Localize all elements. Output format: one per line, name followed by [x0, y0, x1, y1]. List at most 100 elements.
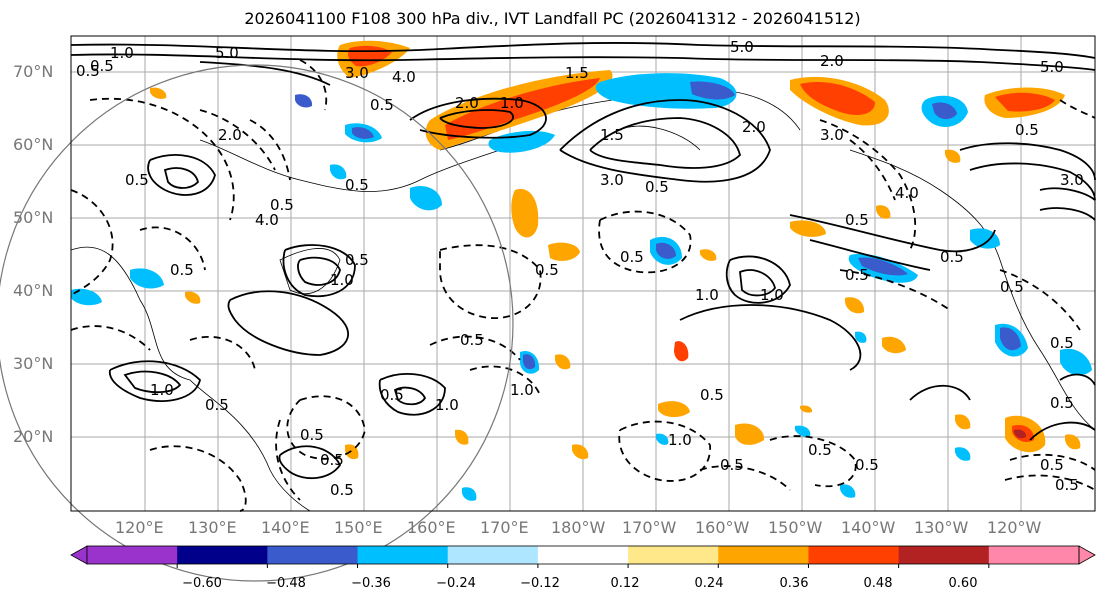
negative-blob: [855, 331, 867, 343]
colorbar-segment: [537, 546, 629, 564]
contour-label: 0.5: [1015, 121, 1039, 139]
positive-blob: [345, 444, 359, 460]
colorbar-tick: 0.12: [610, 576, 640, 591]
positive-blob: [735, 423, 765, 445]
contour-label: 1.0: [695, 286, 719, 304]
contour-label: 0.5: [1050, 334, 1074, 352]
positive-blob: [876, 205, 891, 219]
contour-label: 0.5: [90, 57, 114, 75]
contour-label: 1.0: [330, 271, 354, 289]
contour-label: 0.5: [345, 251, 369, 269]
lon-label: 170°W: [622, 518, 677, 537]
negative-blob: [1060, 348, 1092, 376]
lon-label: 150°W: [768, 518, 823, 537]
contour-label: 1.5: [600, 126, 624, 144]
lat-label-70N: 70°N: [13, 62, 54, 81]
contour-label: 2.0: [742, 118, 766, 136]
positive-blob: [1065, 434, 1081, 450]
positive-blob: [945, 149, 961, 163]
positive-blob: [800, 405, 813, 413]
contour-label: 0.5: [645, 178, 669, 196]
colorbar-segment: [357, 546, 449, 564]
contour-label: 0.5: [720, 456, 744, 474]
colorbar-segment: [898, 546, 990, 564]
map-frame: [70, 35, 1096, 512]
contour-label: 5.0: [730, 38, 754, 56]
contour-label: 0.5: [808, 441, 832, 459]
contour-label: 0.5: [205, 396, 229, 414]
contour-label: 1.0: [668, 431, 692, 449]
colorbar-tick: 0.36: [779, 576, 809, 591]
contour-label: 0.5: [845, 211, 869, 229]
contour-label: 1.0: [110, 44, 134, 62]
contour-label: 0.5: [700, 386, 724, 404]
positive-blob: [548, 242, 580, 261]
lon-label: 130°E: [188, 518, 237, 537]
negative-blob: [955, 447, 971, 461]
contour-label: 2.0: [820, 52, 844, 70]
negative-blob: [488, 130, 555, 153]
negative-blob: [462, 487, 477, 501]
contour-label: 0.5: [170, 261, 194, 279]
contour-label: 4.0: [392, 68, 416, 86]
colorbar-segment: [267, 546, 359, 564]
positive-blob: [955, 414, 971, 430]
lat-label-40N: 40°N: [13, 281, 54, 300]
negative-blob: [656, 433, 669, 445]
positive-blob: [800, 82, 875, 115]
contour-label: 1.0: [500, 94, 524, 112]
colorbar: [70, 545, 1096, 568]
lon-label: 170°E: [480, 518, 529, 537]
lon-label: 140°W: [841, 518, 896, 537]
positive-blob: [511, 189, 539, 238]
negative-blob: [1000, 327, 1021, 351]
lon-label: 160°W: [695, 518, 750, 537]
lat-label-20N: 20°N: [13, 427, 54, 446]
contour-label: 4.0: [895, 184, 919, 202]
colorbar-tick: −0.48: [266, 576, 306, 591]
contour-label: 3.0: [345, 64, 369, 82]
contour-label: 3.0: [820, 126, 844, 144]
lon-label: 140°E: [261, 518, 310, 537]
colorbar-tick: −0.36: [351, 576, 391, 591]
positive-blob: [150, 87, 167, 99]
contour-label: 1.0: [150, 381, 174, 399]
contour-label: 2.0: [455, 94, 479, 112]
negative-blob: [840, 484, 856, 498]
colorbar-tick: 0.24: [694, 576, 724, 591]
positive-blob: [1014, 429, 1027, 439]
negative-blob: [858, 257, 908, 276]
positive-blob: [700, 249, 717, 261]
contour-label: 0.5: [1050, 394, 1074, 412]
lat-label-60N: 60°N: [13, 135, 54, 154]
lon-label: 150°E: [334, 518, 383, 537]
positive-blob: [445, 78, 600, 140]
colorbar-tick: 0.48: [863, 576, 893, 591]
contour-label: 0.5: [330, 481, 354, 499]
contour-label: 1.0: [760, 286, 784, 304]
colorbar-segment: [718, 546, 809, 564]
negative-blob: [970, 228, 1000, 249]
contour-label: 5.0: [215, 44, 239, 62]
negative-blob: [690, 81, 735, 100]
negative-blob: [932, 102, 957, 120]
negative-blob: [795, 425, 811, 437]
contour-label: 0.5: [300, 426, 324, 444]
map-title: 2026041100 F108 300 hPa div., IVT Landfa…: [244, 9, 861, 28]
contour-label: 0.5: [345, 176, 369, 194]
colorbar-tick: 0.60: [948, 576, 978, 591]
negative-blob: [410, 185, 442, 211]
colorbar-tick: −0.24: [436, 576, 476, 591]
contour-label: 0.5: [845, 266, 869, 284]
contour-label: 1.5: [565, 64, 589, 82]
contour-label: 0.5: [380, 386, 404, 404]
positive-blob: [658, 401, 690, 418]
contour-label: 0.5: [125, 171, 149, 189]
contour-label: 0.5: [460, 331, 484, 349]
negative-blob: [295, 94, 313, 108]
lat-label-30N: 30°N: [13, 354, 54, 373]
colorbar-min-arrow: [70, 545, 88, 565]
contour-label: 3.0: [1060, 171, 1084, 189]
colorbar-segment: [628, 546, 719, 564]
lon-label: 160°E: [407, 518, 456, 537]
